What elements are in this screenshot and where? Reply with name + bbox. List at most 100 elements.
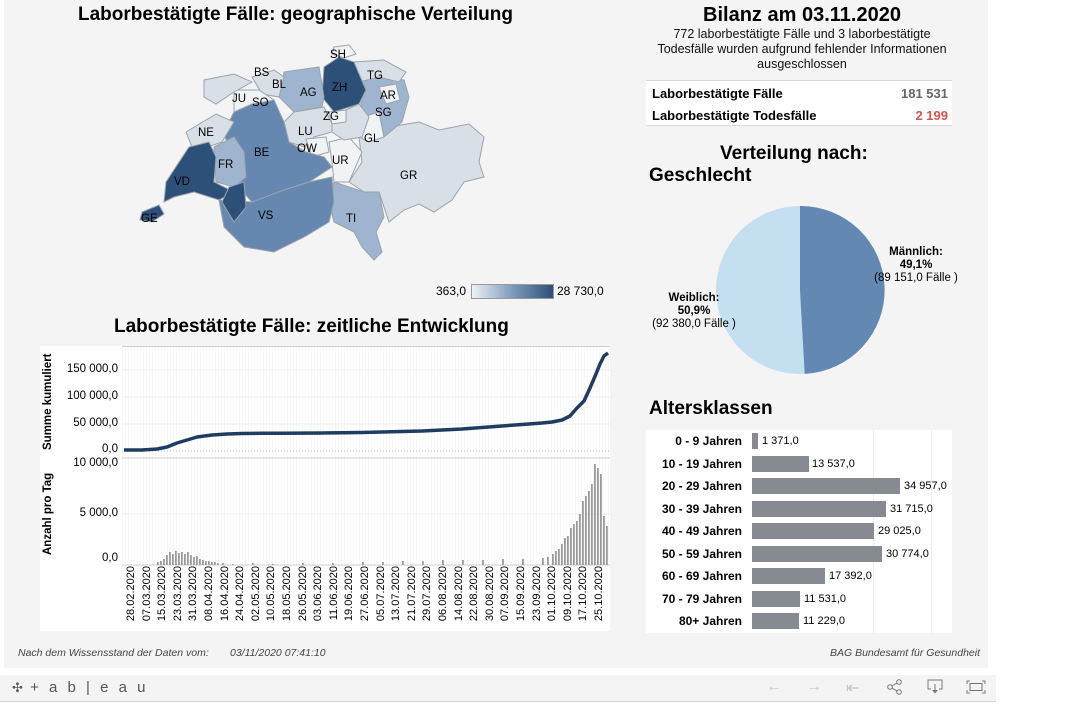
- tableau-logo[interactable]: ✣ + a b | e a u: [12, 679, 148, 696]
- svg-text:NE: NE: [198, 127, 214, 139]
- svg-text:FR: FR: [218, 159, 233, 171]
- age-row: 80+ Jahren 11 229,0: [646, 611, 952, 633]
- age-value: 34 957,0: [904, 480, 947, 492]
- kpi-table: Laborbestätigte Fälle 181 531 Laborbestä…: [646, 80, 952, 126]
- date-tick: 07.03.2020: [140, 566, 153, 622]
- age-value: 17 392,0: [829, 570, 872, 582]
- canton-TI: [328, 181, 385, 261]
- date-tick: 16.04.2020: [218, 566, 231, 622]
- age-value: 13 537,0: [812, 457, 855, 470]
- age-label: 0 - 9 Jahren: [675, 434, 742, 448]
- canton-FR: [213, 136, 247, 188]
- svg-text:BS: BS: [254, 67, 270, 79]
- age-value: 30 774,0: [886, 547, 929, 560]
- date-tick: 26.05.2020: [296, 566, 309, 622]
- date-tick: 23.03.2020: [171, 566, 184, 622]
- age-row: 10 - 19 Jahren 13 537,0: [646, 454, 952, 476]
- canton-GE: [139, 204, 165, 223]
- age-title: Altersklassen: [649, 398, 773, 419]
- age-label: 40 - 49 Jahren: [661, 524, 742, 538]
- date-tick: 15.03.2020: [156, 566, 169, 622]
- kpi-value: 181 531: [901, 86, 948, 101]
- date-tick: 19.06.2020: [343, 566, 356, 622]
- bilanz-note: 772 laborbestätigte Fälle und 3 laborbes…: [657, 27, 947, 71]
- redo-button[interactable]: →: [806, 678, 822, 695]
- age-bar-chart[interactable]: 0 - 9 Jahren 1 371,0 10 - 19 Jahren 13 537…: [646, 430, 952, 633]
- svg-text:JU: JU: [232, 93, 246, 105]
- canton-SZ: [331, 103, 370, 141]
- switzerland-choropleth-map[interactable]: SH BS BL TG JU AG ZH SO AR ZG SG NE LU G…: [134, 42, 504, 272]
- svg-text:OW: OW: [297, 143, 317, 155]
- fullscreen-icon: [966, 680, 986, 694]
- y-tick: 150 000,0: [66, 363, 118, 375]
- age-row: 60 - 69 Jahren 17 392,0: [646, 566, 952, 588]
- female-label: Weiblich: 50,9% (92 380,0 Fälle ): [644, 292, 744, 331]
- undo-button[interactable]: ←: [766, 678, 782, 695]
- daily-bars: [157, 464, 608, 565]
- gender-pie-chart[interactable]: [714, 204, 886, 376]
- date-tick: 15.09.2020: [515, 566, 527, 622]
- age-value: 29 025,0: [878, 525, 921, 537]
- age-bar: [752, 478, 900, 494]
- age-value: 11 531,0: [804, 592, 847, 605]
- date-tick: 06.08.2020: [437, 566, 449, 622]
- date-tick: 13.07.2020: [390, 566, 403, 622]
- legend-min-label: 363,0: [436, 284, 467, 298]
- canton-OW: [305, 136, 330, 158]
- date-axis: 28.02.2020 07.03.2020 15.03.2020 23.03.2…: [122, 566, 610, 632]
- tableau-wordmark: + a b | e a u: [30, 679, 149, 696]
- date-tick: 09.10.2020: [561, 566, 574, 622]
- age-bar: [752, 568, 825, 584]
- date-tick: 23.09.2020: [530, 566, 543, 622]
- fullscreen-button[interactable]: [966, 680, 986, 699]
- male-count: (89 151,0 Fälle ): [874, 272, 958, 284]
- male-pct: 49,1%: [899, 259, 933, 271]
- age-row: 20 - 29 Jahren 34 957,0: [646, 476, 952, 498]
- svg-text:AR: AR: [380, 90, 396, 102]
- download-button[interactable]: [926, 679, 944, 700]
- share-icon: [887, 679, 902, 695]
- date-tick: 03.06.2020: [312, 566, 325, 622]
- timeline-chart[interactable]: [122, 346, 610, 566]
- svg-text:VD: VD: [174, 176, 190, 188]
- y-tick: 10 000,0: [73, 457, 118, 469]
- svg-text:GR: GR: [400, 170, 417, 182]
- gender-title-line2: Geschlecht: [649, 165, 752, 186]
- y-tick: 0,0: [102, 552, 118, 564]
- y-tick: 5 000,0: [79, 507, 118, 519]
- svg-text:TG: TG: [367, 70, 383, 82]
- date-tick: 28.02.2020: [125, 566, 137, 622]
- date-tick: 27.06.2020: [359, 566, 371, 622]
- gender-title-line1: Verteilung nach:: [720, 143, 868, 164]
- cumulative-line: [124, 351, 610, 452]
- age-value: 1 371,0: [762, 435, 799, 447]
- age-bar: [752, 613, 799, 629]
- female-pct: 50,9%: [677, 305, 711, 317]
- age-row: 50 - 59 Jahren 30 774,0: [646, 544, 952, 566]
- age-row: 70 - 79 Jahren 11 531,0: [646, 589, 952, 611]
- age-value: 11 229,0: [803, 615, 846, 627]
- canton-SH: [331, 44, 357, 59]
- svg-text:SO: SO: [252, 97, 269, 109]
- svg-text:GE: GE: [141, 213, 158, 225]
- revert-button[interactable]: ⇤: [846, 680, 860, 697]
- map-title: Laborbestätigte Fälle: geographische Ver…: [78, 4, 513, 25]
- timeline-title: Laborbestätigte Fälle: zeitliche Entwick…: [114, 316, 509, 337]
- date-tick: 21.07.2020: [405, 566, 418, 622]
- share-button[interactable]: [887, 679, 903, 700]
- date-tick: 18.05.2020: [281, 566, 293, 622]
- date-tick: 11.06.2020: [327, 566, 340, 621]
- age-row: 30 - 39 Jahren 31 715,0: [646, 499, 952, 521]
- y-tick: 100 000,0: [66, 390, 118, 402]
- canton-VS: [218, 176, 335, 253]
- male-label: Männlich: 49,1% (89 151,0 Fälle ): [866, 246, 966, 285]
- age-row: 0 - 9 Jahren 1 371,0: [646, 431, 952, 453]
- data-status-label: Nach dem Wissensstand der Daten vom:: [18, 647, 209, 659]
- age-label: 70 - 79 Jahren: [661, 591, 742, 606]
- kpi-label: Laborbestätigte Todesfälle: [652, 108, 817, 123]
- svg-text:SG: SG: [375, 107, 392, 119]
- age-bar: [752, 590, 800, 607]
- pie-slice-male: [800, 205, 885, 374]
- bilanz-title: Bilanz am 03.11.2020: [703, 4, 901, 26]
- dashboard-canvas: Laborbestätigte Fälle: geographische Ver…: [4, 0, 988, 668]
